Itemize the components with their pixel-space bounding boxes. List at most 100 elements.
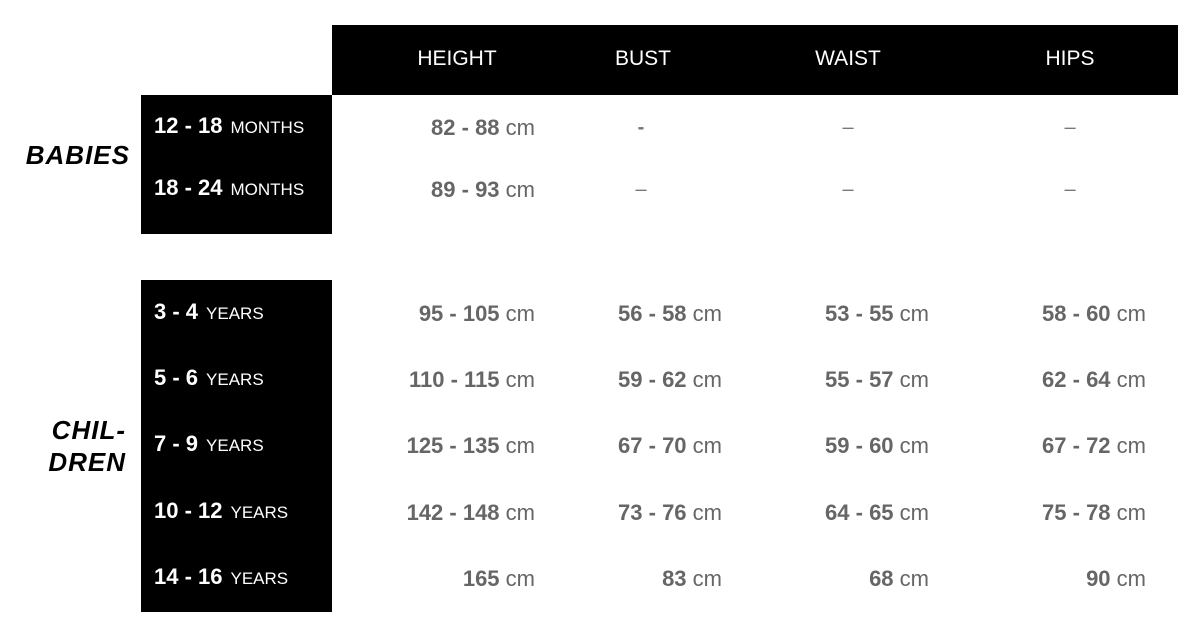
measurement-cell: 67 - 70 cm bbox=[618, 433, 722, 459]
measurement-value: 68 bbox=[869, 566, 894, 591]
measurement-value: 67 - 72 bbox=[1042, 433, 1111, 458]
measurement-cell: – bbox=[842, 116, 854, 139]
measurement-cell: 165 cm bbox=[463, 566, 535, 592]
column-header-hips: HIPS bbox=[1045, 47, 1095, 70]
age-range-value: 18 - 24 bbox=[154, 175, 223, 200]
unit: cm bbox=[505, 433, 535, 458]
column-header-bar: HEIGHT BUST WAIST HIPS bbox=[332, 25, 1178, 95]
measurement-cell: 59 - 62 cm bbox=[618, 367, 722, 393]
age-range-value: 14 - 16 bbox=[154, 564, 223, 589]
unit: cm bbox=[692, 301, 722, 326]
measurement-value: 55 - 57 bbox=[825, 367, 894, 392]
children-age-box bbox=[141, 280, 332, 612]
age-period: YEARS bbox=[230, 503, 289, 522]
measurement-cell: 73 - 76 cm bbox=[618, 500, 722, 526]
unit: cm bbox=[899, 500, 929, 525]
measurement-value: 95 - 105 bbox=[418, 301, 500, 326]
unit: cm bbox=[1116, 301, 1146, 326]
measurement-value: 89 - 93 bbox=[431, 177, 500, 202]
measurement-value: 75 - 78 bbox=[1042, 500, 1111, 525]
age-range-value: 10 - 12 bbox=[154, 498, 223, 523]
age-range: 3 - 4 YEARS bbox=[154, 299, 264, 325]
age-range: 7 - 9 YEARS bbox=[154, 431, 264, 457]
measurement-cell: 90 cm bbox=[1086, 566, 1146, 592]
babies-age-box bbox=[141, 95, 332, 234]
measurement-cell: – bbox=[1064, 178, 1076, 201]
measurement-value: 73 - 76 bbox=[618, 500, 687, 525]
unit: cm bbox=[505, 566, 535, 591]
measurement-cell: 142 - 148 cm bbox=[407, 500, 535, 526]
age-period: YEARS bbox=[206, 436, 264, 455]
age-period: MONTHS bbox=[230, 118, 305, 137]
unit: cm bbox=[899, 433, 929, 458]
group-label-line: DREN bbox=[48, 447, 126, 477]
unit: cm bbox=[505, 367, 535, 392]
measurement-cell: 59 - 60 cm bbox=[825, 433, 929, 459]
unit: cm bbox=[505, 177, 535, 202]
group-label-line: CHIL- bbox=[51, 415, 126, 445]
measurement-cell: 68 cm bbox=[869, 566, 929, 592]
measurement-value: 59 - 62 bbox=[618, 367, 687, 392]
unit: cm bbox=[692, 566, 722, 591]
column-header-bust: BUST bbox=[614, 47, 672, 70]
measurement-cell: – bbox=[842, 178, 854, 201]
measurement-value: 56 - 58 bbox=[618, 301, 687, 326]
measurement-value: 142 - 148 bbox=[406, 500, 500, 525]
measurement-value: 64 - 65 bbox=[825, 500, 894, 525]
measurement-cell: 53 - 55 cm bbox=[825, 301, 929, 327]
age-range: 12 - 18 MONTHS bbox=[154, 113, 304, 139]
age-range: 10 - 12 YEARS bbox=[154, 498, 288, 524]
measurement-cell: 64 - 65 cm bbox=[825, 500, 929, 526]
measurement-cell: 110 - 115 cm bbox=[409, 367, 535, 393]
unit: cm bbox=[1116, 367, 1146, 392]
measurement-cell: - bbox=[637, 116, 645, 139]
age-range-value: 7 - 9 bbox=[154, 431, 199, 456]
measurement-value: 62 - 64 bbox=[1042, 367, 1111, 392]
unit: cm bbox=[505, 500, 535, 525]
measurement-cell: 89 - 93 cm bbox=[431, 177, 535, 203]
age-range-value: 12 - 18 bbox=[154, 113, 223, 138]
age-range: 18 - 24 MONTHS bbox=[154, 175, 304, 201]
column-header-height: HEIGHT bbox=[417, 47, 497, 70]
unit: cm bbox=[1116, 566, 1146, 591]
group-label-babies: BABIES bbox=[25, 140, 130, 170]
age-period: YEARS bbox=[230, 569, 289, 588]
unit: cm bbox=[692, 433, 722, 458]
measurement-cell: – bbox=[635, 178, 647, 201]
measurement-value: 110 - 115 bbox=[409, 367, 500, 392]
unit: cm bbox=[899, 367, 929, 392]
measurement-cell: 55 - 57 cm bbox=[825, 367, 929, 393]
measurement-cell: 67 - 72 cm bbox=[1042, 433, 1146, 459]
unit: cm bbox=[505, 301, 535, 326]
age-range-value: 5 - 6 bbox=[154, 365, 199, 390]
age-range-value: 3 - 4 bbox=[154, 299, 199, 324]
measurement-cell: 75 - 78 cm bbox=[1042, 500, 1146, 526]
measurement-cell: 83 cm bbox=[662, 566, 722, 592]
measurement-value: 83 bbox=[662, 566, 687, 591]
measurement-cell: – bbox=[1064, 116, 1076, 139]
measurement-value: 59 - 60 bbox=[825, 433, 894, 458]
measurement-cell: 125 - 135 cm bbox=[407, 433, 535, 459]
measurement-cell: 58 - 60 cm bbox=[1042, 301, 1146, 327]
unit: cm bbox=[692, 500, 722, 525]
measurement-value: 125 - 135 bbox=[406, 433, 500, 458]
unit: cm bbox=[692, 367, 722, 392]
unit: cm bbox=[899, 301, 929, 326]
measurement-value: 82 - 88 bbox=[431, 115, 500, 140]
unit: cm bbox=[899, 566, 929, 591]
age-period: YEARS bbox=[206, 370, 264, 389]
column-header-waist: WAIST bbox=[815, 47, 881, 70]
group-label-children: CHIL- DREN bbox=[10, 414, 126, 478]
measurement-cell: 82 - 88 cm bbox=[431, 115, 535, 141]
measurement-value: 67 - 70 bbox=[618, 433, 687, 458]
measurement-cell: 62 - 64 cm bbox=[1042, 367, 1146, 393]
unit: cm bbox=[1116, 433, 1146, 458]
measurement-cell: 56 - 58 cm bbox=[618, 301, 722, 327]
unit: cm bbox=[1116, 500, 1146, 525]
age-period: MONTHS bbox=[230, 180, 305, 199]
measurement-value: 58 - 60 bbox=[1042, 301, 1111, 326]
age-range: 5 - 6 YEARS bbox=[154, 365, 264, 391]
measurement-value: 53 - 55 bbox=[825, 301, 894, 326]
unit: cm bbox=[505, 115, 535, 140]
age-period: YEARS bbox=[206, 304, 264, 323]
